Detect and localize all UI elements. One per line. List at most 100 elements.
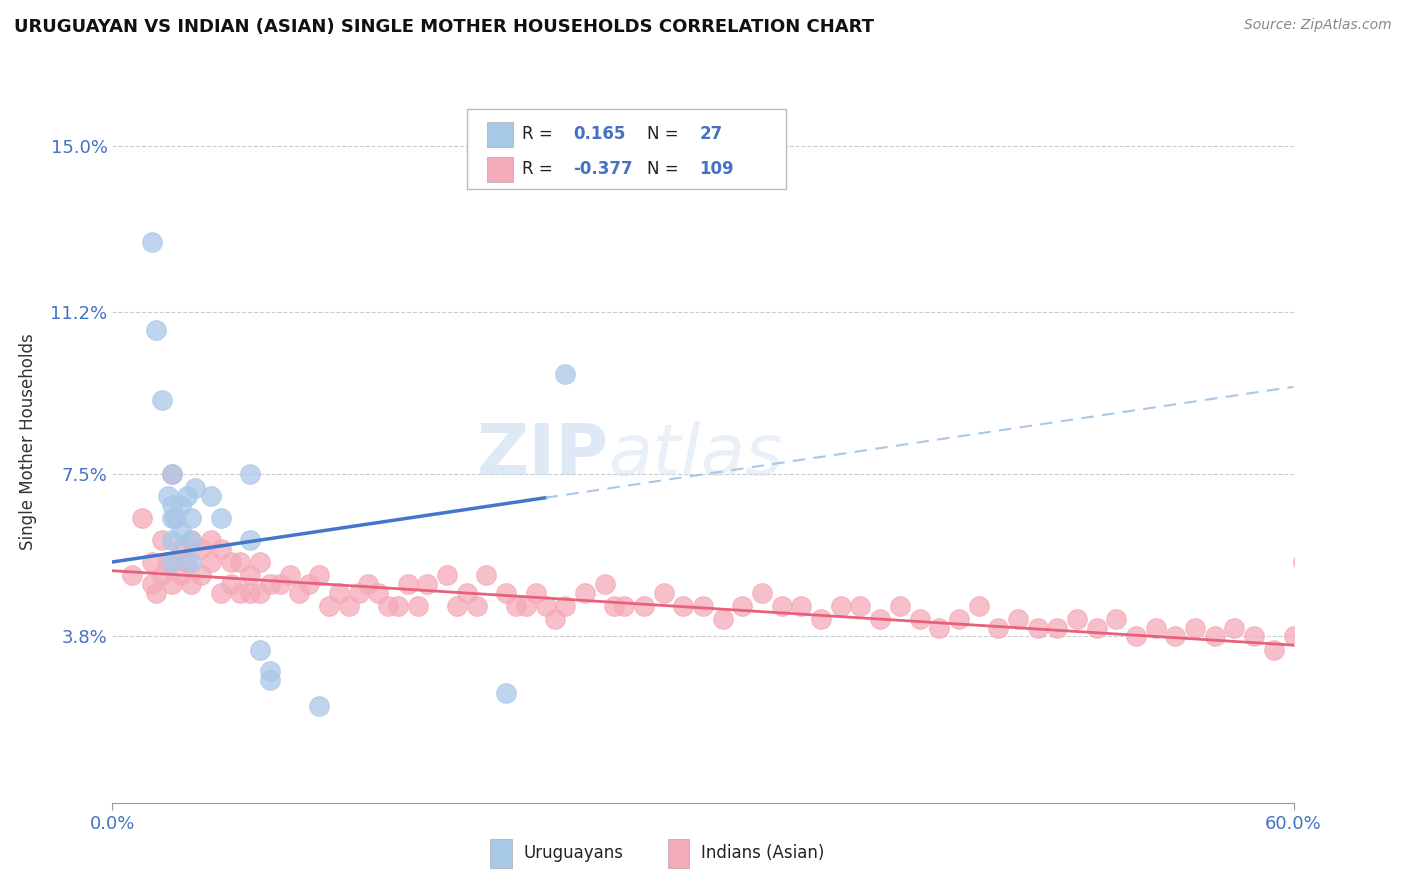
- Point: [1007, 612, 1029, 626]
- Point: [269, 577, 291, 591]
- Point: [308, 568, 330, 582]
- Text: Uruguayans: Uruguayans: [523, 845, 623, 863]
- Point: [544, 612, 567, 626]
- Point: [209, 511, 232, 525]
- Point: [505, 599, 527, 613]
- Point: [465, 599, 488, 613]
- Point: [131, 511, 153, 525]
- Text: URUGUAYAN VS INDIAN (ASIAN) SINGLE MOTHER HOUSEHOLDS CORRELATION CHART: URUGUAYAN VS INDIAN (ASIAN) SINGLE MOTHE…: [14, 18, 875, 36]
- Point: [495, 585, 517, 599]
- Point: [554, 367, 576, 381]
- FancyBboxPatch shape: [668, 838, 689, 868]
- Point: [1263, 642, 1285, 657]
- Text: -0.377: -0.377: [574, 161, 633, 178]
- Point: [170, 498, 193, 512]
- Point: [219, 555, 242, 569]
- Point: [367, 585, 389, 599]
- Point: [987, 621, 1010, 635]
- Text: Indians (Asian): Indians (Asian): [700, 845, 824, 863]
- Point: [475, 568, 498, 582]
- Text: N =: N =: [648, 126, 679, 144]
- Point: [156, 555, 179, 569]
- Point: [574, 585, 596, 599]
- Point: [770, 599, 793, 613]
- Point: [160, 467, 183, 482]
- Point: [1066, 612, 1088, 626]
- Point: [436, 568, 458, 582]
- Point: [1292, 555, 1315, 569]
- Point: [1361, 642, 1384, 657]
- Point: [347, 585, 370, 599]
- Point: [150, 533, 173, 547]
- Text: 0.165: 0.165: [574, 126, 626, 144]
- FancyBboxPatch shape: [486, 156, 513, 182]
- FancyBboxPatch shape: [491, 838, 512, 868]
- Point: [141, 577, 163, 591]
- Point: [1381, 642, 1403, 657]
- Point: [396, 577, 419, 591]
- Point: [249, 555, 271, 569]
- Point: [141, 555, 163, 569]
- Point: [298, 577, 321, 591]
- Point: [337, 599, 360, 613]
- Point: [259, 665, 281, 679]
- Point: [1164, 629, 1187, 643]
- Point: [377, 599, 399, 613]
- Point: [259, 577, 281, 591]
- Point: [288, 585, 311, 599]
- Point: [849, 599, 872, 613]
- Point: [278, 568, 301, 582]
- Point: [357, 577, 380, 591]
- Point: [209, 541, 232, 556]
- Point: [889, 599, 911, 613]
- Point: [141, 235, 163, 250]
- Text: R =: R =: [522, 126, 553, 144]
- Point: [239, 533, 262, 547]
- Point: [1341, 642, 1364, 657]
- Point: [259, 673, 281, 688]
- Point: [170, 568, 193, 582]
- Text: 27: 27: [699, 126, 723, 144]
- Point: [184, 481, 207, 495]
- Point: [790, 599, 813, 613]
- Point: [156, 489, 179, 503]
- Point: [318, 599, 340, 613]
- Point: [416, 577, 439, 591]
- Point: [121, 568, 143, 582]
- Point: [190, 541, 212, 556]
- Text: N =: N =: [648, 161, 679, 178]
- Point: [810, 612, 832, 626]
- Point: [406, 599, 429, 613]
- Point: [180, 533, 202, 547]
- Point: [229, 555, 252, 569]
- Point: [176, 489, 198, 503]
- Point: [1184, 621, 1206, 635]
- Point: [1105, 612, 1128, 626]
- Point: [1223, 621, 1246, 635]
- Point: [219, 577, 242, 591]
- Point: [160, 577, 183, 591]
- Point: [1144, 621, 1167, 635]
- Point: [869, 612, 891, 626]
- Point: [145, 323, 167, 337]
- Point: [387, 599, 409, 613]
- Point: [446, 599, 468, 613]
- Point: [672, 599, 695, 613]
- Point: [239, 467, 262, 482]
- Point: [165, 511, 187, 525]
- Point: [928, 621, 950, 635]
- Point: [908, 612, 931, 626]
- Point: [1302, 629, 1324, 643]
- Point: [534, 599, 557, 613]
- Point: [160, 533, 183, 547]
- Point: [160, 511, 183, 525]
- Point: [652, 585, 675, 599]
- Point: [948, 612, 970, 626]
- Point: [150, 392, 173, 407]
- Point: [160, 555, 183, 569]
- Text: Source: ZipAtlas.com: Source: ZipAtlas.com: [1244, 18, 1392, 32]
- Point: [613, 599, 636, 613]
- Point: [731, 599, 754, 613]
- Point: [1243, 629, 1265, 643]
- Point: [165, 511, 187, 525]
